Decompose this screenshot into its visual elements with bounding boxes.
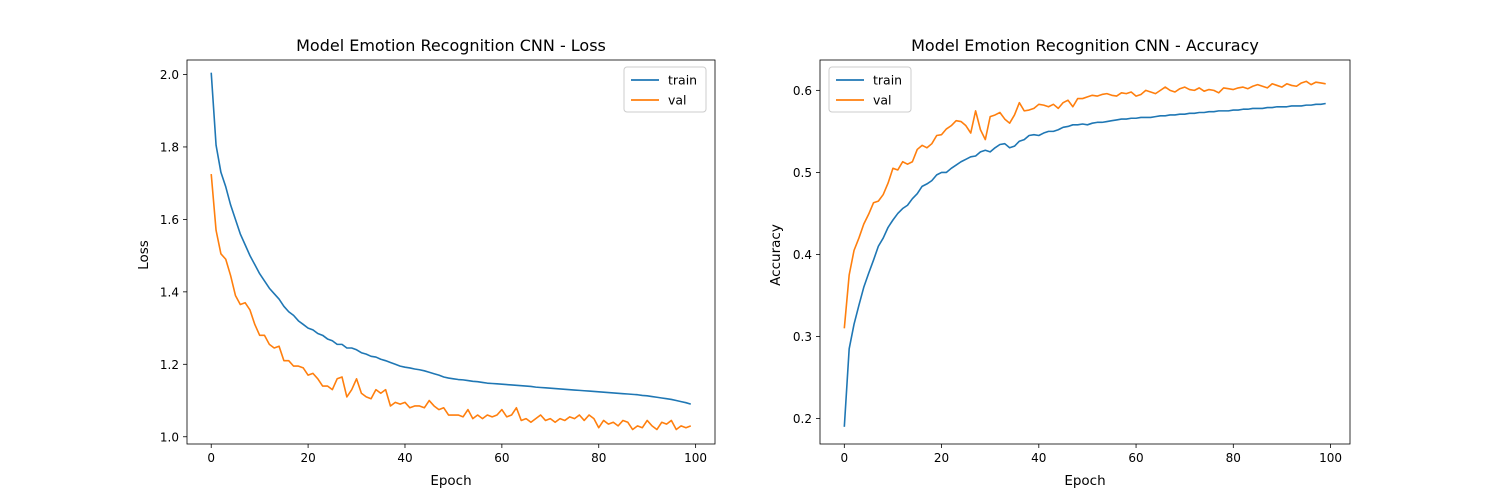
loss-series-line-val [210,174,692,431]
loss-legend-label-train: train [668,73,697,88]
accuracy-y-tick-label: 0.4 [793,248,812,262]
loss-y-tick-label: 1.2 [160,358,179,372]
loss-y-tick-label: 1.4 [160,285,179,299]
accuracy-x-tick-label: 20 [934,451,949,465]
accuracy-y-axis-label: Accuracy [768,224,784,286]
accuracy-legend-label-train: train [873,73,902,88]
loss-legend: train val [623,66,707,113]
accuracy-plot-frame [819,59,1351,445]
loss-legend-label-val: val [668,93,687,108]
accuracy-series-line-train [843,102,1326,427]
loss-y-tick-label: 2.0 [160,68,179,82]
loss-x-tick-label: 100 [684,451,707,465]
loss-x-axis-label: Epoch [430,473,471,489]
loss-chart-title: Model Emotion Recognition CNN - Loss [296,36,606,55]
loss-x-tick-label: 40 [397,451,412,465]
loss-y-tick-label: 1.8 [160,140,179,154]
accuracy-chart: Model Emotion Recognition CNN - Accuracy… [768,36,1351,489]
accuracy-legend-label-val: val [873,93,892,108]
accuracy-legend: train val [828,66,912,113]
loss-x-tick-label: 60 [494,451,509,465]
accuracy-y-tick-label: 0.6 [793,84,812,98]
loss-x-tick-label: 80 [591,451,606,465]
accuracy-x-axis-label: Epoch [1064,473,1105,489]
accuracy-y-tick-label: 0.3 [793,330,812,344]
loss-x-tick-label: 20 [300,451,315,465]
accuracy-x-tick-label: 40 [1031,451,1046,465]
loss-x-tick-label: 0 [207,451,215,465]
loss-series-line-train [210,72,692,405]
loss-y-axis-label: Loss [136,240,152,270]
accuracy-y-tick-label: 0.5 [793,166,812,180]
accuracy-y-tick-label: 0.2 [793,412,812,426]
accuracy-x-tick-label: 100 [1319,451,1342,465]
accuracy-series-line-val [843,80,1326,329]
loss-y-tick-label: 1.0 [160,430,179,444]
accuracy-chart-title: Model Emotion Recognition CNN - Accuracy [911,36,1259,55]
accuracy-x-tick-label: 80 [1226,451,1241,465]
accuracy-x-tick-label: 0 [840,451,848,465]
loss-chart: Model Emotion Recognition CNN - Loss Epo… [136,36,716,489]
loss-plot-frame [186,59,716,445]
accuracy-x-tick-label: 60 [1128,451,1143,465]
loss-y-tick-label: 1.6 [160,213,179,227]
